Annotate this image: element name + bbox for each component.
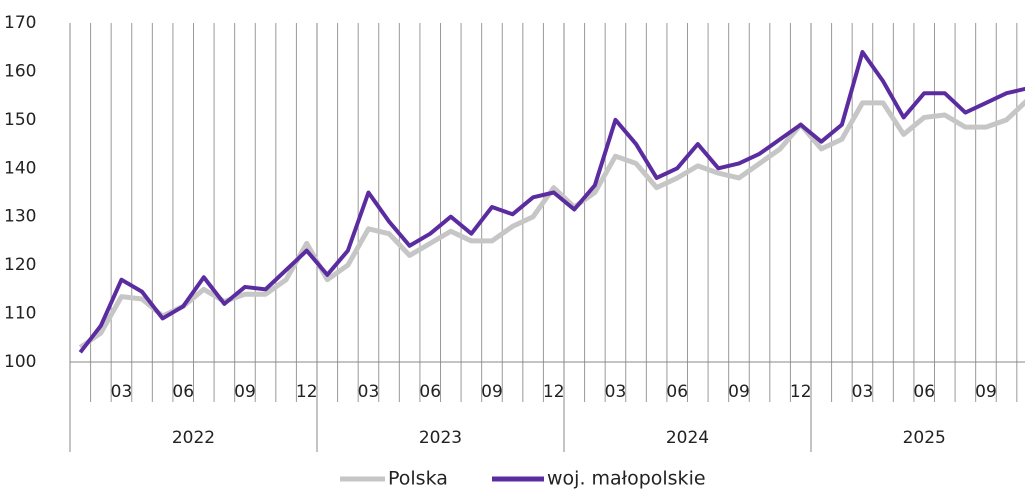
x-tick-label: 06	[666, 382, 688, 402]
y-tick-label: 170	[4, 13, 36, 33]
x-tick-label: 12	[790, 382, 812, 402]
legend-label: Polska	[388, 468, 448, 490]
x-tick-label: 09	[481, 382, 503, 402]
legend-label: woj. małopolskie	[547, 468, 706, 490]
year-label: 2024	[666, 428, 709, 448]
x-tick-label: 09	[975, 382, 997, 402]
series-line	[78, 99, 1025, 350]
x-tick-label: 03	[111, 382, 133, 402]
x-tick-label: 12	[296, 382, 318, 402]
x-tick-label: 06	[419, 382, 441, 402]
y-tick-label: 120	[4, 255, 36, 275]
y-tick-label: 110	[4, 304, 36, 324]
x-tick-label: 03	[358, 382, 380, 402]
x-tick-label: 06	[913, 382, 935, 402]
y-tick-label: 150	[4, 110, 36, 130]
x-tick-label: 09	[728, 382, 750, 402]
x-tick-label: 03	[605, 382, 627, 402]
year-label: 2023	[419, 428, 462, 448]
y-tick-label: 130	[4, 207, 36, 227]
y-tick-label: 140	[4, 158, 36, 178]
x-tick-label: 12	[543, 382, 565, 402]
year-label: 2025	[903, 428, 946, 448]
x-tick-label: 03	[852, 382, 874, 402]
series-line	[78, 50, 1025, 354]
x-tick-label: 09	[234, 382, 256, 402]
year-label: 2022	[172, 428, 215, 448]
y-tick-label: 100	[4, 352, 36, 372]
x-tick-label: 06	[172, 382, 194, 402]
y-tick-label: 160	[4, 61, 36, 81]
